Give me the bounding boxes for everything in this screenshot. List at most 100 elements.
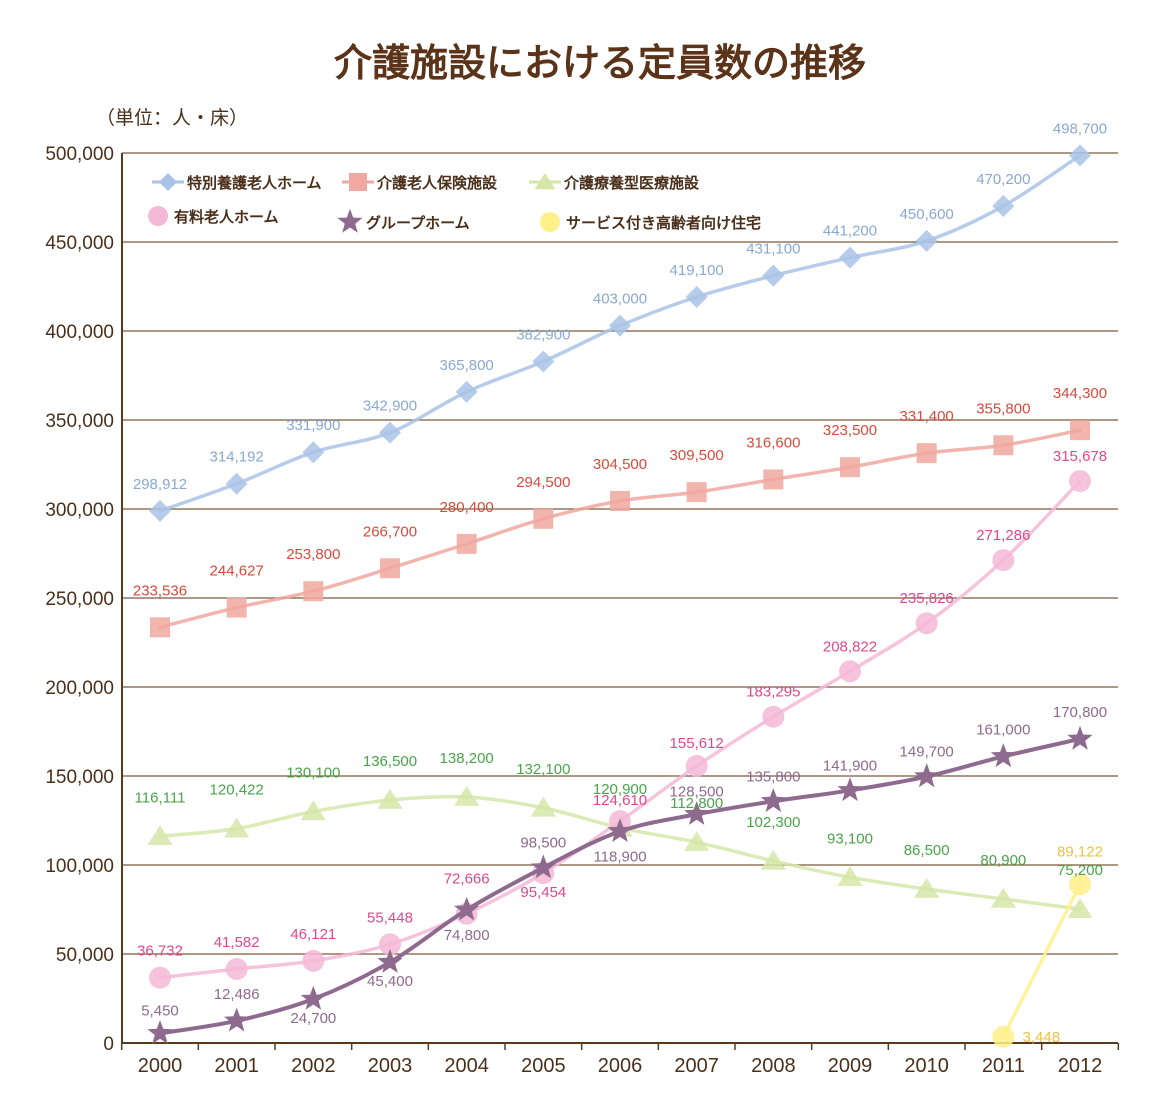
- data-label: 12,486: [214, 986, 260, 1003]
- y-tick-label: 150,000: [45, 767, 114, 788]
- data-label: 470,200: [976, 171, 1030, 188]
- data-point: [1067, 725, 1093, 750]
- data-point: [992, 195, 1015, 218]
- data-point: [609, 314, 631, 337]
- data-label: 116,111: [135, 789, 186, 806]
- data-point: [225, 957, 248, 980]
- data-label: 431,100: [746, 241, 800, 258]
- data-point: [762, 705, 785, 728]
- data-point: [1067, 898, 1093, 918]
- x-tick-label: 2009: [828, 1055, 873, 1077]
- x-tick-label: 2007: [674, 1055, 719, 1077]
- data-label: 74,800: [444, 927, 490, 944]
- y-tick-label: 250,000: [45, 589, 114, 610]
- data-label: 98,500: [520, 835, 566, 852]
- data-point: [762, 264, 785, 287]
- data-point: [1069, 144, 1091, 167]
- data-label: 441,200: [823, 223, 877, 240]
- unit-label: （単位：人・床）: [96, 107, 248, 129]
- data-point: [915, 612, 938, 635]
- data-point: [685, 755, 708, 778]
- y-tick-label: 50,000: [56, 945, 114, 966]
- x-tick-label: 2001: [214, 1055, 259, 1077]
- series-0: [149, 144, 1091, 522]
- legend-marker: [540, 212, 560, 232]
- data-point: [686, 482, 707, 503]
- data-point: [150, 617, 170, 638]
- data-label: 89,122: [1057, 843, 1103, 860]
- data-point: [302, 441, 325, 464]
- y-tick-label: 300,000: [45, 500, 114, 521]
- data-label: 149,700: [900, 744, 954, 761]
- data-point: [530, 796, 556, 817]
- data-label: 331,400: [900, 408, 954, 425]
- legend-marker: [534, 173, 556, 190]
- data-label: 141,900: [823, 757, 877, 774]
- data-label: 102,300: [746, 814, 800, 831]
- data-label: 498,700: [1053, 120, 1107, 137]
- data-label: 355,800: [976, 400, 1030, 417]
- data-point: [610, 490, 630, 511]
- data-point: [992, 549, 1015, 572]
- data-point: [302, 949, 325, 972]
- data-label: 298,912: [133, 476, 187, 493]
- legend-label: 有料老人ホーム: [174, 208, 279, 226]
- y-tick-label: 0: [103, 1034, 114, 1055]
- data-label: 253,800: [286, 546, 340, 563]
- data-label: 403,000: [593, 291, 647, 308]
- y-tick-label: 400,000: [45, 322, 114, 343]
- data-label: 450,600: [900, 206, 954, 223]
- data-label: 266,700: [363, 523, 417, 540]
- data-point: [760, 849, 786, 870]
- data-point: [532, 350, 555, 373]
- data-label: 75,200: [1057, 862, 1103, 879]
- data-point: [1070, 420, 1090, 441]
- data-label: 316,600: [746, 434, 800, 451]
- data-point: [837, 866, 863, 887]
- data-point: [224, 817, 250, 838]
- data-label: 24,700: [290, 1010, 336, 1027]
- data-label: 170,800: [1053, 704, 1107, 721]
- data-label: 244,627: [210, 563, 264, 580]
- data-point: [456, 533, 477, 554]
- data-label: 124,610: [593, 792, 647, 809]
- x-tick-label: 2004: [444, 1055, 489, 1077]
- data-point: [1069, 470, 1091, 493]
- data-point: [990, 743, 1016, 768]
- data-label: 280,400: [440, 499, 494, 516]
- chart-title: 介護施設における定員数の推移: [334, 41, 866, 85]
- legend-label: グループホーム: [366, 214, 470, 232]
- data-point: [225, 472, 248, 495]
- axes: 0 50,000 100,000 150,000 200,000 250,000 300,0…: [45, 144, 1120, 1077]
- data-point: [684, 801, 710, 825]
- data-label: 118,900: [593, 848, 646, 865]
- data-point: [455, 380, 478, 403]
- data-point: [840, 457, 860, 478]
- data-point: [1069, 873, 1091, 896]
- data-point: [147, 825, 173, 846]
- y-tick-label: 100,000: [45, 856, 114, 877]
- y-tick-label: 450,000: [45, 233, 114, 254]
- data-label: 80,900: [980, 852, 1026, 869]
- data-point: [377, 949, 403, 973]
- data-point: [149, 966, 171, 989]
- data-point: [530, 854, 556, 879]
- data-point: [300, 985, 326, 1010]
- data-label: 208,822: [823, 638, 877, 655]
- data-label: 3,448: [1023, 1029, 1061, 1046]
- y-tick-label: 200,000: [45, 678, 114, 699]
- data-label: 72,666: [444, 871, 490, 888]
- x-tick-label: 2003: [368, 1055, 413, 1077]
- data-label: 36,732: [137, 943, 183, 960]
- legend-item: 介護老人保険施設: [342, 173, 498, 192]
- y-tick-label: 350,000: [45, 411, 114, 432]
- data-point: [224, 1007, 250, 1032]
- data-label: 183,295: [746, 684, 800, 701]
- data-label: 233,536: [133, 582, 187, 599]
- legend-item: 有料老人ホーム: [148, 206, 279, 226]
- series-4: [147, 725, 1093, 1044]
- series-5: [992, 873, 1091, 1048]
- data-label: 128,500: [670, 783, 724, 800]
- data-label: 304,500: [593, 456, 647, 473]
